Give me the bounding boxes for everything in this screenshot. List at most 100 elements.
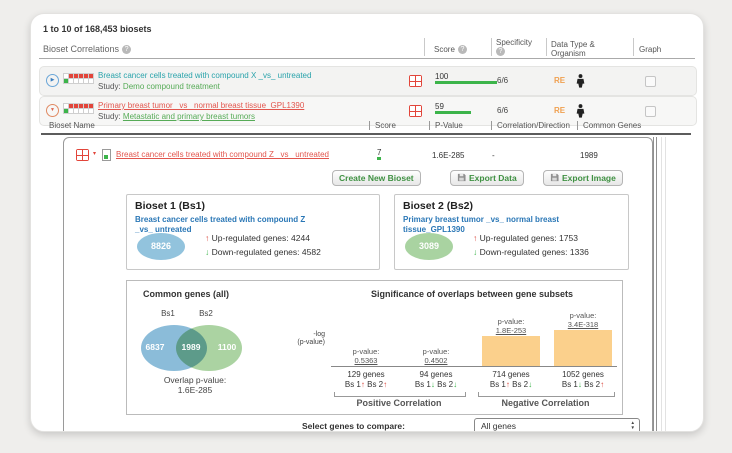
score-bar-fill (435, 111, 471, 114)
direction-label: Bs 1↑ Bs 2↑ (344, 380, 388, 389)
human-organism-icon (576, 74, 585, 93)
down-arrow-icon: ↓ (205, 247, 210, 257)
bioset-heatmap-icon (63, 73, 94, 84)
collapse-icon[interactable]: ▼ (46, 104, 59, 117)
gene-count-label: 129 genes (347, 370, 385, 379)
data-type-badge: RE (554, 76, 566, 85)
grid-view-icon[interactable] (409, 105, 422, 117)
bioset1-total-badge: 8826 (137, 233, 185, 260)
list-header: Bioset Correlations? Score? Specificity?… (39, 36, 695, 59)
help-icon[interactable]: ? (496, 47, 505, 57)
export-data-button[interactable]: Export Data (450, 170, 524, 186)
gene-count-label: 1052 genes (562, 370, 604, 379)
save-icon (550, 173, 559, 182)
help-icon[interactable]: ? (457, 45, 467, 55)
specificity-cell: 6/6 (497, 106, 509, 115)
p-value-label[interactable]: p-value: 0.5363 (352, 347, 380, 365)
genes-select[interactable]: All genes ▲ ▼ (474, 418, 640, 431)
dropdown-icon[interactable]: ▾ (93, 151, 97, 157)
study-label: Study: (98, 82, 121, 91)
venn-title: Common genes (all) (143, 289, 230, 299)
bioset-detail-panel: ▾ Breast cancer cells treated with compo… (63, 137, 653, 431)
score-cell: 7 (377, 148, 433, 160)
up-arrow-icon: ↑ (205, 233, 210, 243)
detail-bioset-link[interactable]: Breast cancer cells treated with compoun… (116, 150, 329, 159)
bioset2-title: Bioset 2 (Bs2) (403, 200, 474, 212)
bioset2-name: Primary breast tumor _vs_ normal breast … (403, 215, 560, 234)
gene-count-label: 714 genes (492, 370, 530, 379)
bioset1-panel: Bioset 1 (Bs1) Breast cancer cells treat… (126, 194, 380, 270)
grid-view-icon[interactable] (76, 149, 89, 161)
common-genes-cell: 1989 (580, 151, 598, 160)
overlap-chart-panel: Common genes (all) Bs1 Bs2 6837 1989 110… (126, 280, 623, 415)
positive-correlation-label: Positive Correlation (356, 398, 442, 408)
grid-view-icon[interactable] (409, 75, 422, 87)
venn-overlap-count: 1989 (181, 342, 201, 352)
section-label: Bioset Correlations? (43, 44, 132, 55)
bioset1-title: Bioset 1 (Bs1) (135, 200, 206, 212)
score-cell: 100 (435, 72, 497, 84)
select-genes-label: Select genes to compare: (302, 421, 405, 431)
bar-column: p-value: 0.5363 (333, 347, 399, 366)
bioset-row-text: Primary breast tumor _vs_ normal breast … (98, 100, 304, 122)
bioset-row-text: Breast cancer cells treated with compoun… (98, 70, 311, 92)
bioset-heatmap-icon (63, 103, 94, 114)
bioset-name-link[interactable]: Primary breast tumor _vs_ normal breast … (98, 101, 305, 110)
score-bar-fill (377, 157, 382, 160)
bioset-name-link[interactable]: Breast cancer cells treated with compoun… (98, 71, 312, 80)
bioset-row[interactable]: ▼ Primary breast tumor _vs_ normal breas… (39, 96, 697, 126)
direction-label: Bs 1↓ Bs 2↑ (561, 380, 605, 389)
overlap-chart-title: Significance of overlaps between gene su… (370, 289, 574, 299)
venn-circle-bs2 (176, 325, 242, 371)
scrollbar[interactable] (653, 137, 667, 431)
group-bracket (478, 392, 615, 397)
bar (554, 330, 612, 366)
bioset-correlations-window: 1 to 10 of 168,453 biosets Bioset Correl… (30, 13, 704, 432)
negative-correlation-label: Negative Correlation (501, 398, 590, 408)
direction-label: Bs 1↓ Bs 2↓ (414, 380, 458, 389)
study-link[interactable]: Metastatic and primary breast tumors (122, 112, 255, 121)
down-arrow-icon: ↓ (453, 380, 458, 389)
down-arrow-icon: ↓ (577, 380, 582, 389)
save-icon (457, 173, 466, 182)
study-link[interactable]: Demo compound treatment (122, 82, 220, 91)
bioset-row[interactable]: ▶ Breast cancer cells treated with compo… (39, 66, 697, 96)
help-icon[interactable]: ? (122, 45, 132, 55)
human-organism-icon (576, 104, 585, 123)
graph-checkbox[interactable] (645, 106, 656, 117)
p-value-label[interactable]: p-value: 0.4502 (422, 347, 450, 365)
bioset2-gene-counts: ↑ Up-regulated genes: 1753 ↓ Down-regula… (473, 233, 589, 257)
col-score: Score (369, 121, 396, 130)
header-divider (41, 133, 691, 135)
graph-checkbox[interactable] (645, 76, 656, 87)
expand-icon[interactable]: ▶ (46, 74, 59, 87)
bioset2-total-badge: 3089 (405, 233, 453, 260)
bar-chart-area: p-value: 0.5363 p-value: 0.4502 p-value: 1.… (331, 307, 617, 367)
down-arrow-icon: ↓ (528, 380, 533, 389)
up-arrow-icon: ↑ (473, 233, 478, 243)
down-arrow-icon: ↓ (430, 380, 435, 389)
p-value-label[interactable]: p-value: 1.8E-253 (495, 317, 527, 335)
down-arrow-icon: ↓ (473, 247, 478, 257)
detail-row: ▾ Breast cancer cells treated with compo… (64, 148, 652, 166)
action-buttons: Create New Bioset Export Data Export Ima… (64, 170, 652, 188)
venn-bs1-only-count: 6837 (145, 342, 165, 352)
up-arrow-icon: ↑ (600, 380, 605, 389)
direction-label: Bs 1↑ Bs 2↓ (489, 380, 533, 389)
data-type-badge: RE (554, 106, 566, 115)
venn-bs1-label: Bs1 (161, 309, 175, 318)
score-cell: 59 (435, 102, 497, 114)
export-image-button[interactable]: Export Image (543, 170, 623, 186)
score-bar-track (435, 111, 497, 114)
score-bar-fill (435, 81, 497, 84)
col-bioset-name: Bioset Name (49, 121, 95, 130)
group-bracket (334, 392, 466, 397)
bar-column: p-value: 3.4E-318 (550, 311, 616, 366)
p-value-label[interactable]: p-value: 3.4E-318 (567, 311, 599, 329)
create-new-bioset-button[interactable]: Create New Bioset (332, 170, 421, 186)
up-arrow-icon: ↑ (383, 380, 388, 389)
results-count: 1 to 10 of 168,453 biosets (43, 24, 152, 34)
venn-bs2-only-count: 1100 (217, 342, 237, 352)
column-separator (424, 38, 425, 56)
